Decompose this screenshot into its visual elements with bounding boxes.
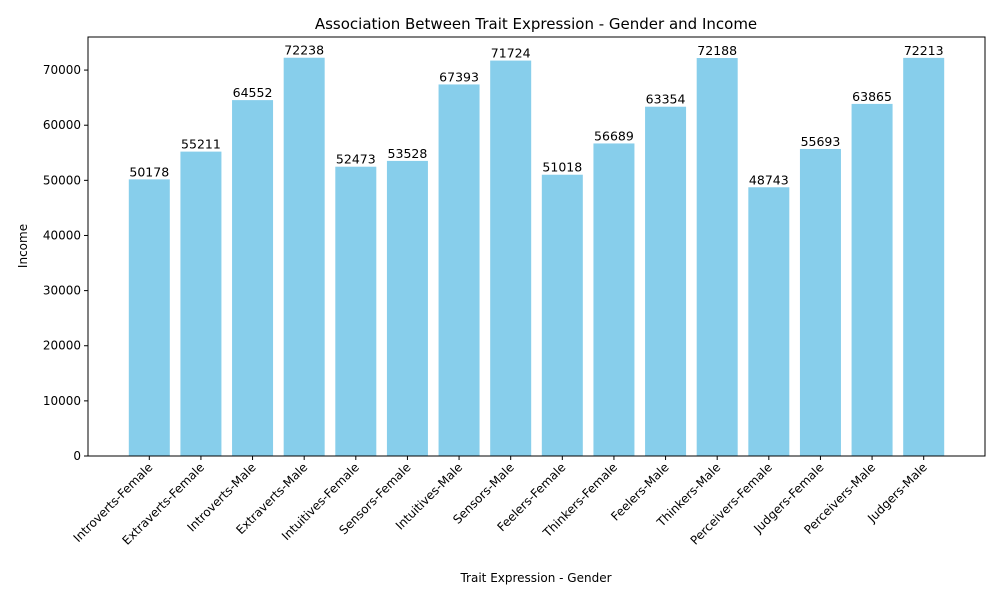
bar-value-label: 72238 [284,43,324,58]
bar-value-label: 63354 [646,92,686,107]
plot-frame [87,36,986,457]
x-axis: Introverts-FemaleExtraverts-FemaleIntrov… [71,456,930,548]
bar [903,57,945,456]
bar [696,58,738,457]
bar-value-label: 56689 [594,128,634,143]
bar-value-label: 64552 [233,85,273,100]
bar [128,179,170,457]
bar [438,84,480,456]
bar-value-label: 50178 [129,164,169,179]
y-axis: 0 10000 20000 30000 40000 50000 60000 70000 [43,63,88,463]
bars-group [128,57,945,457]
bar [386,160,428,456]
bar [593,143,635,456]
y-axis-label: Income [16,224,30,268]
bar [180,151,222,457]
bar [490,60,532,456]
y-tick-label: 40000 [43,228,81,242]
bar-value-label: 55693 [801,134,841,149]
bar-value-label: 63865 [852,89,892,104]
y-tick-label: 0 [73,449,81,463]
bar-value-label: 52473 [336,152,376,167]
data-labels-group: 50178 55211 64552 72238 52473 53528 67393 71724… [129,43,943,188]
y-tick-label: 60000 [43,118,81,132]
bar [335,166,377,456]
bar-value-label: 72188 [697,43,737,58]
y-tick-label: 10000 [43,394,81,408]
bar [541,174,583,457]
bar-value-label: 53528 [388,146,428,161]
bar-value-label: 71724 [491,46,531,61]
bar [232,100,274,457]
chart-title: Association Between Trait Expression - G… [315,15,757,33]
bar-value-label: 51018 [542,160,582,175]
bar-value-label: 72213 [904,43,944,58]
bar [645,106,687,456]
bar [799,148,841,456]
y-tick-label: 20000 [43,339,81,353]
bar-value-label: 48743 [749,172,789,187]
y-tick-label: 50000 [43,173,81,187]
y-tick-label: 30000 [43,284,81,298]
bar [283,57,325,457]
y-tick-label: 70000 [43,63,81,77]
bar-value-label: 55211 [181,137,221,152]
bar [851,103,893,457]
bar-value-label: 67393 [439,69,479,84]
bar [748,187,790,456]
x-axis-label: Trait Expression - Gender [459,571,611,585]
